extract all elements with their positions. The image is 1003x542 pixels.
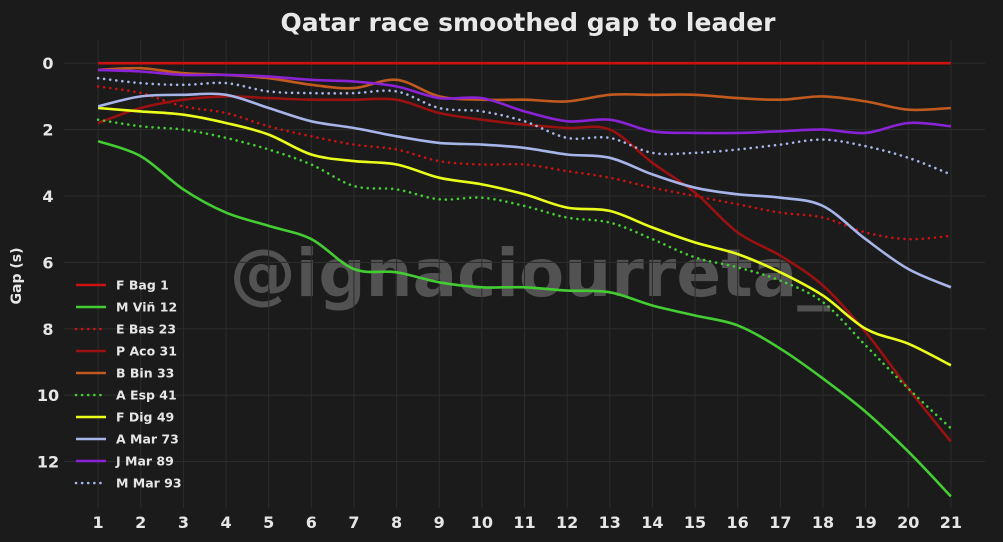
x-tick-label: 2 — [135, 513, 146, 532]
x-tick-label: 13 — [599, 513, 621, 532]
series-line-6 — [97, 106, 952, 367]
x-tick-label: 9 — [434, 513, 445, 532]
legend-label-0: F Bag 1 — [116, 278, 169, 293]
legend-label-5: A Esp 41 — [116, 388, 177, 403]
legend-label-8: J Mar 89 — [115, 454, 174, 469]
series-line-8 — [98, 68, 952, 135]
y-axis-ticks: 0 2 4 6 8 10 12 — [37, 54, 59, 471]
x-tick-label: 8 — [391, 513, 402, 532]
chart-title: Qatar race smoothed gap to leader — [280, 8, 776, 37]
x-axis-ticks: 1 2 3 4 5 6 7 8 9 10 11 12 13 14 15 16 17 18 19 20 21 — [93, 513, 962, 532]
x-tick-label: 20 — [897, 513, 919, 532]
y-tick-label: 12 — [37, 453, 59, 472]
y-tick-label: 4 — [42, 187, 53, 206]
y-tick-label: 10 — [37, 386, 59, 405]
legend-label-2: E Bas 23 — [116, 322, 176, 337]
series-line-2 — [96, 85, 953, 241]
y-tick-label: 0 — [42, 54, 53, 73]
x-tick-label: 3 — [178, 513, 189, 532]
legend-label-1: M Viñ 12 — [116, 300, 177, 315]
legend: F Bag 1 M Viñ 12 E Bas 23 P Aco 31 B Bin 33 A… — [74, 278, 182, 491]
legend-label-6: F Dig 49 — [116, 410, 174, 425]
x-tick-label: 14 — [641, 513, 663, 532]
x-tick-label: 7 — [348, 513, 359, 532]
series-line-9 — [96, 76, 953, 176]
y-axis-label: Gap (s) — [9, 248, 25, 305]
x-tick-label: 10 — [471, 513, 493, 532]
legend-label-3: P Aco 31 — [116, 344, 177, 359]
y-tick-label: 2 — [42, 121, 53, 140]
x-tick-label: 19 — [854, 513, 876, 532]
x-tick-label: 16 — [727, 513, 749, 532]
x-tick-label: 4 — [220, 513, 231, 532]
y-tick-label: 8 — [42, 320, 53, 339]
x-tick-label: 1 — [93, 513, 104, 532]
series-line-7 — [97, 92, 952, 289]
series-line-5 — [96, 118, 953, 430]
legend-label-9: M Mar 93 — [116, 476, 182, 491]
x-tick-label: 21 — [940, 513, 962, 532]
x-tick-label: 11 — [513, 513, 535, 532]
series-line-3 — [97, 95, 952, 443]
x-tick-label: 15 — [684, 513, 706, 532]
legend-label-4: B Bin 33 — [116, 366, 174, 381]
grid — [64, 40, 985, 508]
legend-label-7: A Mar 73 — [116, 432, 179, 447]
x-tick-label: 17 — [769, 513, 791, 532]
x-tick-label: 6 — [306, 513, 317, 532]
x-tick-label: 12 — [556, 513, 578, 532]
watermark: @ignaciourreta_ — [230, 235, 830, 312]
series-line-1 — [97, 139, 952, 498]
y-tick-label: 6 — [42, 253, 53, 272]
series-lines — [96, 61, 953, 498]
x-tick-label: 18 — [812, 513, 834, 532]
x-tick-label: 5 — [263, 513, 274, 532]
